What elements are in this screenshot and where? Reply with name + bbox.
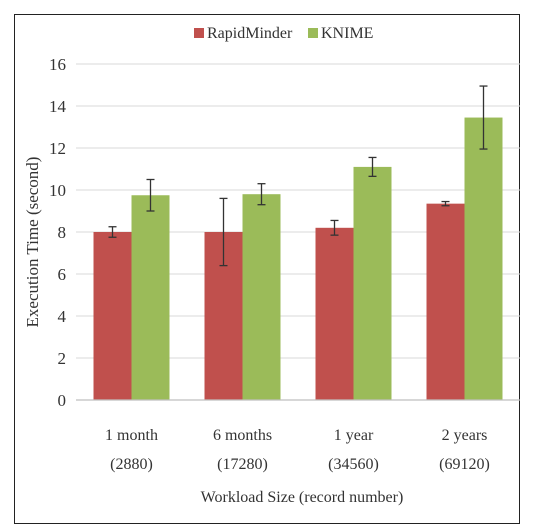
x-tick-label: 2 years (442, 427, 488, 444)
legend-label-knime: KNIME (321, 25, 373, 42)
y-tick-label: 8 (58, 223, 67, 242)
y-tick-labels: 0 2 4 6 8 10 12 14 16 (49, 55, 67, 410)
y-tick-label: 0 (58, 391, 67, 410)
error-bars (108, 85, 488, 267)
bar-knime-2 (353, 166, 392, 400)
x-tick-label: 1 year (334, 427, 374, 444)
y-tick-label: 6 (58, 265, 67, 284)
legend-swatch-knime (308, 28, 318, 38)
y-tick-label: 10 (49, 181, 66, 200)
bar-rapidminder-2 (315, 227, 354, 400)
bar-knime-3 (464, 117, 503, 401)
x-tick-sublabel: (17280) (217, 456, 268, 473)
x-tick-sublabel: (2880) (110, 456, 153, 473)
y-tick-label: 16 (49, 55, 66, 74)
y-tick-label: 4 (58, 307, 67, 326)
legend-label-rapidminder: RapidMinder (207, 25, 293, 42)
bar-rapidminder-3 (426, 203, 465, 400)
x-tick-label: 6 months (213, 427, 272, 444)
legend-swatch-rapidminder (194, 28, 204, 38)
x-tick-sublabel: (34560) (328, 456, 379, 473)
legend: RapidMinder KNIME (194, 25, 373, 42)
y-tick-label: 12 (49, 139, 66, 158)
x-tick-labels: 1 month (2880) 6 months (17280) 1 year (34560… (105, 427, 490, 473)
bar-rapidminder-0 (93, 232, 132, 400)
y-axis-label: Execution Time (second) (23, 157, 42, 328)
y-tick-label: 14 (49, 97, 67, 116)
y-tick-label: 2 (58, 349, 67, 368)
bar-knime-1 (242, 194, 281, 400)
x-axis-label: Workload Size (record number) (201, 489, 404, 506)
x-tick-sublabel: (69120) (439, 456, 490, 473)
bars (93, 117, 503, 401)
x-tick-label: 1 month (105, 427, 158, 444)
bar-knime-0 (131, 195, 170, 400)
bar-chart: 0 2 4 6 8 10 12 14 16 1 month (2880) 6 months (1728… (23, 25, 520, 506)
